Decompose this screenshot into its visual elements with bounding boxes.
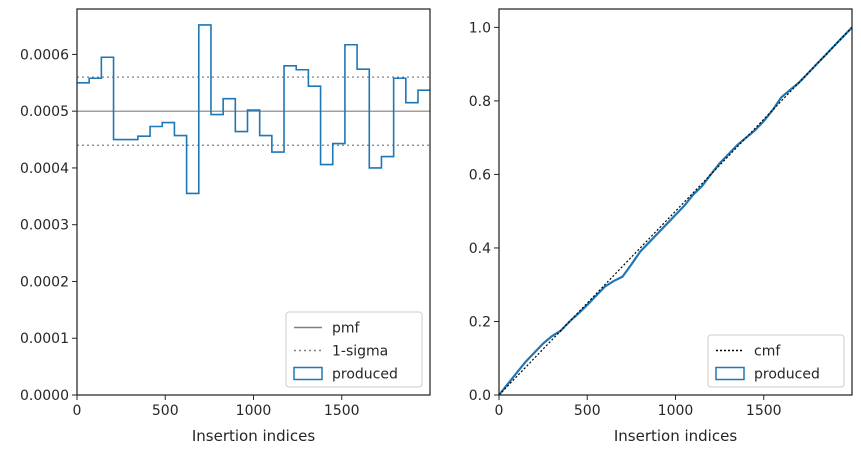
legend-swatch-produced: [715, 366, 745, 381]
y-tick-label: 0.0002: [20, 274, 69, 290]
right-axes: 0 500 1000 1500 0.0 0.2 0.4 0.6 0.8 1.0 Insertion …: [469, 8, 853, 445]
axes-frame: [76, 8, 431, 396]
y-tick-label: 0.0004: [20, 161, 69, 177]
left-axes: 0 500 1000 1500 0.0000 0.0001 0.0002 0.0003 0.00…: [20, 8, 431, 445]
legend-label-sigma: 1-sigma: [332, 344, 388, 360]
x-tick-label: 500: [574, 403, 601, 419]
y-tick-label: 0.0001: [20, 331, 69, 347]
legend-label-cmf: cmf: [754, 344, 781, 360]
x-axis-label: Insertion indices: [614, 427, 737, 445]
y-tick-label: 0.0006: [20, 47, 69, 63]
y-tick-label: 0.2: [469, 314, 491, 330]
produced-cumulative-line: [498, 26, 853, 396]
legend-label-pmf: pmf: [332, 321, 361, 337]
y-tick-label: 0.0: [469, 388, 491, 404]
cmf-line: [498, 26, 853, 396]
y-tick-label: 0.0003: [20, 218, 69, 234]
x-tick-label: 1000: [658, 403, 694, 419]
legend-swatch-produced: [293, 366, 323, 381]
y-tick-label: 0.0005: [20, 104, 69, 120]
x-tick-label: 0: [495, 403, 504, 419]
produced-histogram: [77, 24, 430, 195]
x-tick-label: 1000: [236, 403, 272, 419]
x-axis-label: Insertion indices: [192, 427, 315, 445]
legend-box: [707, 334, 845, 388]
x-tick-label: 1500: [324, 403, 360, 419]
legend-label-produced: produced: [332, 367, 398, 383]
y-tick-label: 0.4: [469, 241, 491, 257]
legend-label-produced: produced: [754, 367, 820, 383]
y-tick-label: 0.8: [469, 94, 491, 110]
y-tick-label: 0.6: [469, 167, 491, 183]
legend: cmf produced: [707, 334, 845, 388]
x-tick-label: 0: [73, 403, 82, 419]
y-tick-label: 1.0: [469, 20, 491, 36]
legend: pmf 1-sigma produced: [285, 311, 423, 388]
y-tick-label: 0.0000: [20, 388, 69, 404]
axes-frame: [498, 8, 853, 396]
x-tick-label: 500: [152, 403, 179, 419]
x-tick-label: 1500: [746, 403, 782, 419]
